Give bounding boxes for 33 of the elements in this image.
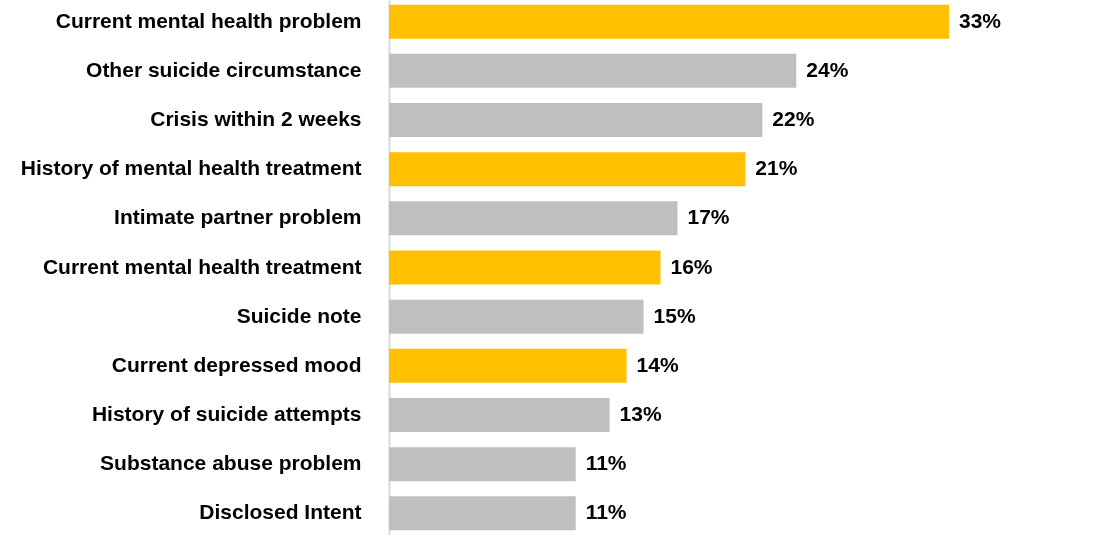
y-tick-label: Crisis within 2 weeks xyxy=(150,106,362,130)
bar xyxy=(389,348,627,383)
y-tick-label: History of mental health treatment xyxy=(20,156,362,180)
y-tick-label: Current depressed mood xyxy=(111,352,362,376)
y-tick-label: Current mental health treatment xyxy=(42,254,362,278)
y-tick-label: History of suicide attempts xyxy=(91,402,362,426)
bar xyxy=(389,447,576,482)
bar xyxy=(389,53,797,88)
data-label: 11% xyxy=(585,451,627,475)
y-tick-label: Current mental health problem xyxy=(55,8,362,32)
bar xyxy=(389,299,644,334)
data-label: 14% xyxy=(636,352,679,376)
data-label: 33% xyxy=(959,8,1002,32)
y-tick-label: Intimate partner problem xyxy=(114,205,362,229)
data-label: 21% xyxy=(755,156,798,180)
bar xyxy=(389,152,746,187)
bar xyxy=(389,201,678,236)
data-label: 11% xyxy=(585,500,627,524)
bar xyxy=(389,102,763,137)
data-label: 16% xyxy=(670,254,713,278)
data-label: 17% xyxy=(687,205,730,229)
data-label: 13% xyxy=(619,402,662,426)
data-label: 15% xyxy=(653,303,696,327)
y-tick-label: Disclosed Intent xyxy=(199,500,362,524)
bar xyxy=(389,398,610,433)
y-tick-label: Substance abuse problem xyxy=(100,451,362,475)
bar xyxy=(389,4,949,39)
data-label: 24% xyxy=(806,57,849,81)
y-tick-label: Other suicide circumstance xyxy=(86,57,362,81)
bar xyxy=(389,250,661,285)
y-tick-label: Suicide note xyxy=(236,303,362,327)
data-label: 22% xyxy=(772,106,815,130)
bar xyxy=(389,496,576,531)
